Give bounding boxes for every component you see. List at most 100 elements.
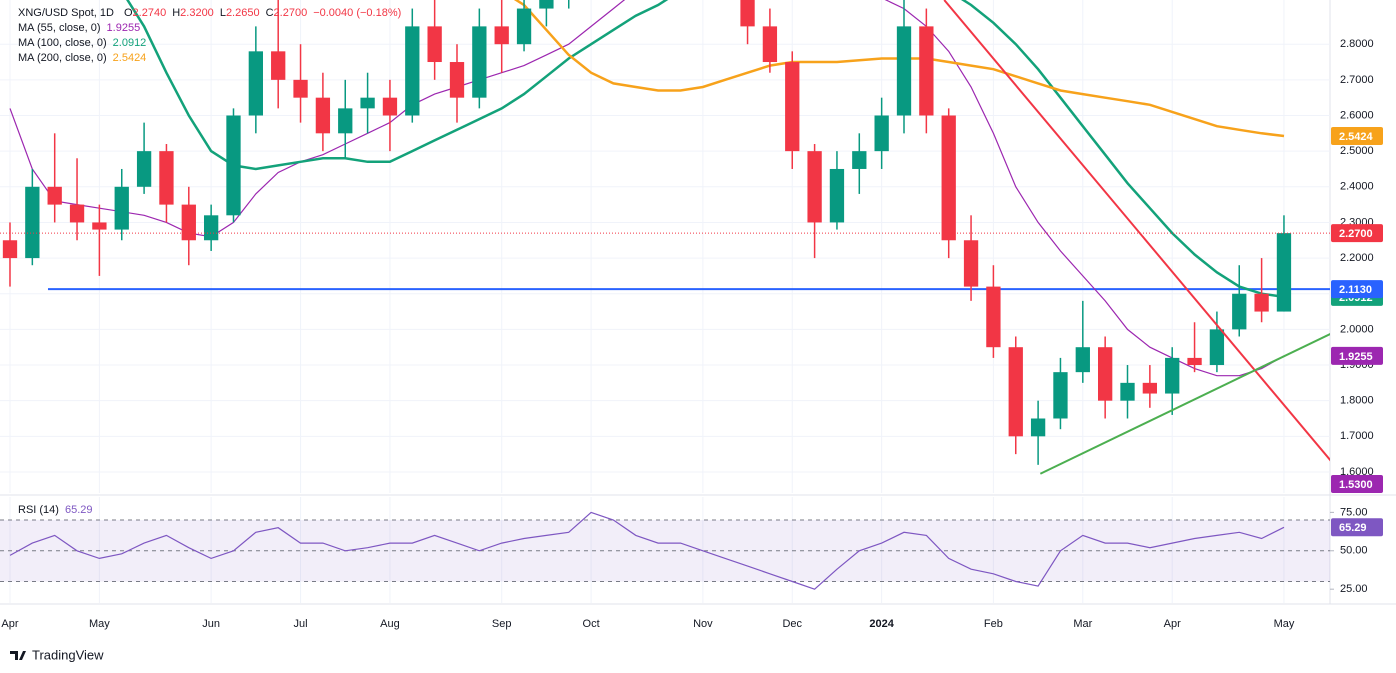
ma-legend-value: 1.9255 (107, 22, 141, 34)
rsi-legend: RSI (14) 65.29 (18, 504, 93, 516)
x-tick-label: Jun (202, 618, 220, 630)
candle-body (740, 0, 755, 27)
trendline (1039, 332, 1330, 475)
candle-body (203, 215, 219, 241)
candle-body (1187, 357, 1202, 366)
candle-body (986, 286, 1001, 348)
candle-body (1254, 293, 1269, 312)
candle-body (494, 26, 509, 45)
candle-body (1232, 293, 1247, 330)
price-badge-label: 1.5300 (1339, 479, 1373, 491)
x-tick-label: Feb (984, 618, 1003, 630)
candle-body (114, 186, 129, 230)
y-tick-label: 2.0000 (1340, 323, 1374, 335)
moving-average (9, 0, 1285, 377)
price-badge (1331, 127, 1383, 146)
rsi-tick-label: 50.00 (1340, 545, 1368, 557)
x-tick-label: Sep (492, 618, 512, 630)
candle-body (963, 240, 979, 287)
rsi-line (9, 511, 1285, 590)
candle-body (405, 26, 420, 116)
trendline (943, 0, 1330, 462)
candle-body (896, 26, 912, 116)
candle-body (69, 204, 85, 223)
price-badge (1331, 346, 1383, 365)
candle-body (785, 62, 800, 152)
price-badge-label: 1.9255 (1339, 351, 1373, 363)
candle-body (271, 51, 286, 80)
candle-body (1120, 382, 1135, 401)
price-badge (1331, 475, 1383, 493)
overlay: 1.60001.70001.80001.90002.00002.10002.20… (1, 7, 1383, 630)
ohlc-value: 2.2740 (133, 7, 167, 19)
candle-body (2, 240, 18, 259)
y-tick-label: 2.6000 (1340, 109, 1374, 121)
x-tick-label: May (89, 618, 110, 630)
ma-legend-name: MA (55, close, 0) (18, 22, 101, 34)
ma-legend-value: 2.5424 (113, 52, 147, 64)
candle-body (874, 115, 889, 152)
candle-body (382, 97, 398, 116)
ma-legend: MA (100, close, 0) 2.0912 (18, 37, 146, 49)
candle-body (807, 151, 822, 223)
y-tick-label: 1.6000 (1340, 466, 1374, 478)
candle-body (136, 151, 152, 187)
candle-body (1098, 347, 1113, 401)
rsi-legend-value: 65.29 (65, 504, 93, 516)
ohlc-value: 2.2700 (274, 7, 308, 19)
candle-body (829, 168, 845, 223)
x-tick-label: Oct (583, 618, 600, 630)
price-badge-label: 2.1130 (1339, 284, 1372, 296)
candle-body (47, 186, 62, 205)
candle-body (226, 115, 241, 216)
price-badge (1331, 224, 1383, 243)
rsi-tick-label: 25.00 (1340, 583, 1368, 595)
x-tick-label: Apr (1164, 618, 1181, 630)
moving-average (126, 0, 1285, 299)
ohlc-key: O (124, 7, 133, 19)
candle-body (762, 26, 778, 63)
ma-legend: MA (55, close, 0) 1.9255 (18, 22, 140, 34)
candle-body (427, 26, 442, 63)
ohlc-value: 2.3200 (180, 7, 214, 19)
candle-body (516, 8, 532, 45)
candle-body (1030, 418, 1046, 437)
candle-body (1053, 372, 1068, 419)
candle-body (1276, 233, 1292, 312)
rsi-legend-name: RSI (14) (18, 504, 59, 516)
candle-body (941, 115, 956, 241)
x-tick-label: Mar (1073, 618, 1092, 630)
symbol-legend: XNG/USD Spot, 1D O2.2740 H2.3200 L2.2650 C2.… (18, 7, 401, 19)
ma-legend-name: MA (100, close, 0) (18, 37, 107, 49)
y-tick-label: 2.2000 (1340, 252, 1374, 264)
y-tick-label: 2.7000 (1340, 74, 1374, 86)
x-tick-label: Aug (380, 618, 400, 630)
candle-body (25, 186, 40, 259)
y-tick-label: 1.7000 (1340, 430, 1374, 442)
symbol-title: XNG/USD Spot, 1D (18, 7, 114, 19)
candle-body (472, 26, 487, 98)
footer-logo: TradingView (10, 647, 104, 662)
price-badge (1331, 280, 1383, 299)
rsi-tick-label: 75.00 (1340, 506, 1368, 518)
ohlc-key: L (220, 7, 226, 19)
candle-body (919, 26, 934, 116)
y-tick-label: 2.8000 (1340, 38, 1374, 50)
x-tick-label: Jul (294, 618, 308, 630)
ohlc-value: 2.2650 (226, 7, 260, 19)
ma-legend: MA (200, close, 0) 2.5424 (18, 52, 146, 64)
price-badge-label: 65.29 (1339, 522, 1367, 534)
candle-body (293, 79, 308, 98)
ohlc-key: H (172, 7, 180, 19)
ohlc-key: C (266, 7, 274, 19)
x-tick-label: 2024 (869, 618, 894, 630)
x-tick-label: Dec (782, 618, 802, 630)
footer-text: TradingView (32, 647, 104, 662)
candle-body (181, 204, 196, 241)
candle-body (338, 108, 353, 134)
price-badge (1331, 518, 1383, 537)
y-tick-label: 1.8000 (1340, 395, 1374, 407)
candle-body (159, 151, 174, 205)
